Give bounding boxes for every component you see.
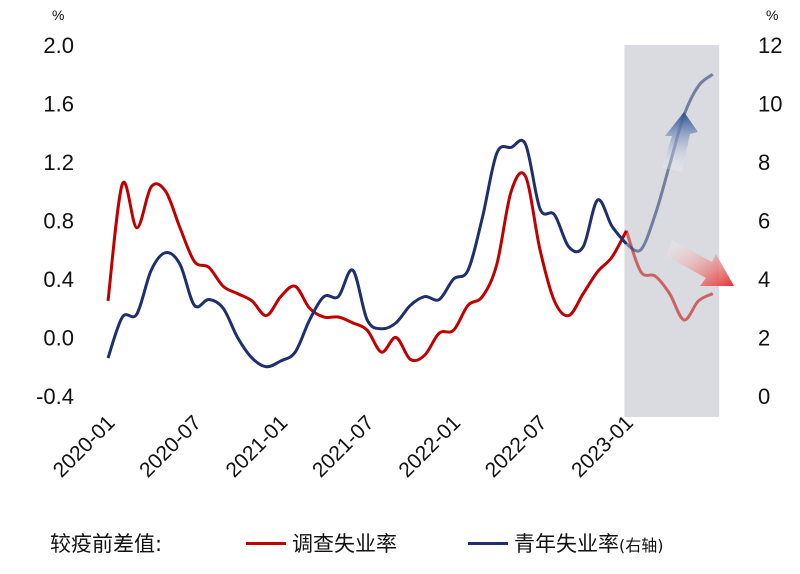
highlight-band xyxy=(624,45,720,417)
right-tick-label: 12 xyxy=(758,33,782,58)
legend-item-series-2: 青年失业率(右轴) xyxy=(468,528,664,558)
series-line-1 xyxy=(106,171,628,363)
x-tick-label: 2020-01 xyxy=(49,411,120,482)
right-axis-unit: % xyxy=(766,7,778,23)
right-tick-label: 4 xyxy=(758,267,770,292)
chart: 2.0 1.6 1.2 0.8 0.4 0.0 -0.4 12 10 8 6 4 2 0 % % 202… xyxy=(36,7,782,482)
left-tick-label: 2.0 xyxy=(43,33,74,58)
x-tick-label: 2023-01 xyxy=(567,411,638,482)
legend: 较疫前差值: 调查失业率 青年失业率(右轴) xyxy=(0,520,800,564)
left-axis-unit: % xyxy=(52,7,64,23)
right-tick-label: 10 xyxy=(758,92,782,117)
legend-label-series-1: 调查失业率 xyxy=(292,532,397,556)
legend-swatch-series-1 xyxy=(246,541,286,545)
left-tick-label: 1.6 xyxy=(43,92,74,117)
right-tick-label: 0 xyxy=(758,384,770,409)
x-tick-label: 2021-01 xyxy=(222,411,293,482)
x-tick-label: 2022-07 xyxy=(481,411,552,482)
legend-note-series-2: (右轴) xyxy=(619,536,664,555)
x-tick-label: 2021-07 xyxy=(308,411,379,482)
legend-item-series-1: 调查失业率 xyxy=(246,528,397,558)
legend-label-series-2: 青年失业率 xyxy=(514,532,619,556)
legend-swatch-series-2 xyxy=(468,541,508,545)
left-tick-label: 0.4 xyxy=(43,267,74,292)
series-line-2 xyxy=(106,138,628,369)
left-tick-label: 1.2 xyxy=(43,150,74,175)
x-tick-label: 2022-01 xyxy=(394,411,465,482)
left-tick-label: 0.0 xyxy=(43,326,74,351)
series-line-1-highlighted xyxy=(624,230,714,322)
up-arrow-icon xyxy=(662,112,698,172)
left-tick-label: -0.4 xyxy=(36,384,74,409)
left-tick-label: 0.8 xyxy=(43,209,74,234)
right-tick-label: 8 xyxy=(758,150,770,175)
down-arrow-icon xyxy=(666,240,734,286)
x-tick-label: 2020-07 xyxy=(135,411,206,482)
right-tick-label: 6 xyxy=(758,209,770,234)
right-tick-label: 2 xyxy=(758,326,770,351)
legend-title: 较疫前差值: xyxy=(50,532,163,556)
